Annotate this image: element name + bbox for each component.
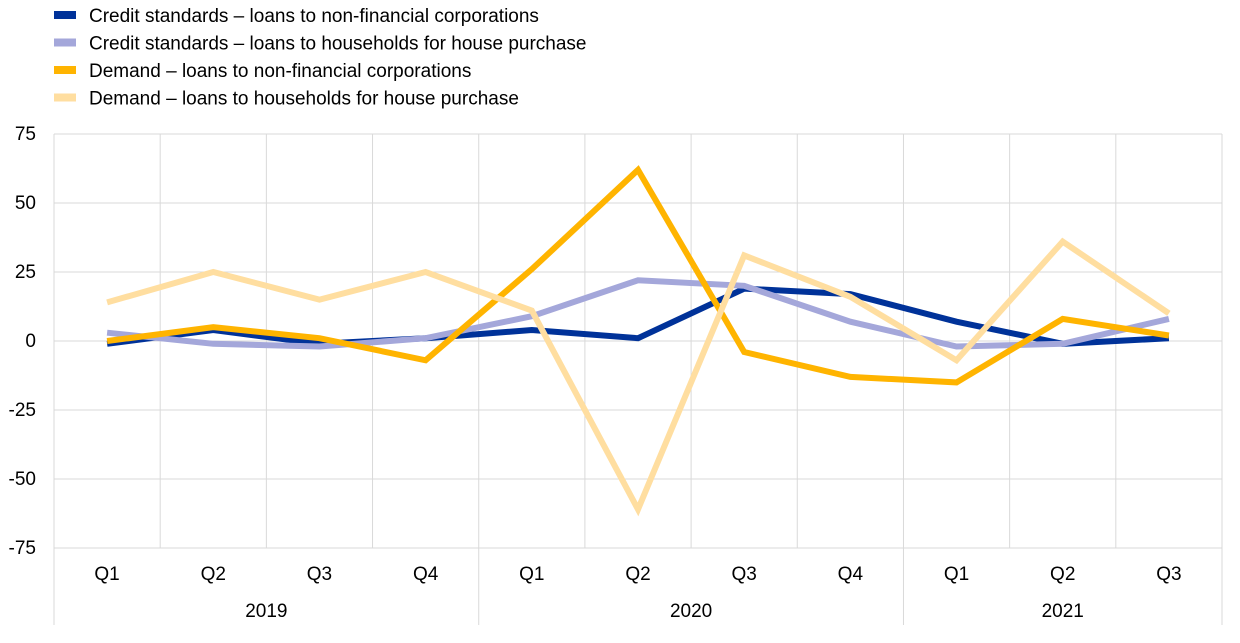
x-tick-label: Q3	[1156, 564, 1181, 585]
legend: Credit standards – loans to non-financia…	[54, 6, 586, 110]
y-tick-label: -25	[9, 400, 36, 421]
y-axis: 75 50 25 0 -25 -50 -75	[9, 124, 36, 559]
legend-label: Demand – loans to non-financial corporat…	[89, 61, 471, 82]
legend-swatch	[54, 66, 76, 74]
legend-label: Demand – loans to households for house p…	[89, 89, 519, 110]
year-label: 2020	[670, 601, 712, 622]
x-tick-label: Q2	[625, 564, 650, 585]
x-tick-label: Q2	[201, 564, 226, 585]
x-tick-label: Q1	[519, 564, 544, 585]
x-tick-label: Q4	[413, 564, 439, 585]
legend-label: Credit standards – loans to non-financia…	[89, 6, 539, 27]
series-line	[106, 237, 1171, 517]
year-label: 2019	[245, 601, 287, 622]
y-tick-label: 0	[25, 331, 36, 352]
x-axis: Q1 Q2 Q3 Q4 Q1 Q2 Q3 Q4 Q1 Q2 Q3 2019 2020 2021	[53, 548, 1223, 625]
series-line	[106, 277, 1170, 350]
series-lines	[106, 165, 1171, 517]
y-tick-label: 75	[15, 124, 36, 145]
series-line	[106, 165, 1170, 386]
legend-swatch	[54, 38, 76, 47]
x-tick-label: Q1	[944, 564, 969, 585]
y-tick-label: -75	[9, 538, 36, 559]
legend-swatch	[54, 11, 76, 19]
y-tick-label: 25	[15, 262, 36, 283]
legend-label: Credit standards – loans to households f…	[89, 34, 586, 55]
x-tick-label: Q3	[732, 564, 757, 585]
y-tick-label: 50	[15, 193, 36, 214]
series-line	[106, 285, 1170, 347]
x-tick-label: Q1	[94, 564, 119, 585]
year-label: 2021	[1042, 601, 1084, 622]
y-tick-label: -50	[9, 469, 36, 490]
x-tick-label: Q4	[838, 564, 864, 585]
x-tick-label: Q2	[1050, 564, 1075, 585]
x-tick-label: Q3	[307, 564, 332, 585]
legend-swatch	[54, 93, 76, 102]
